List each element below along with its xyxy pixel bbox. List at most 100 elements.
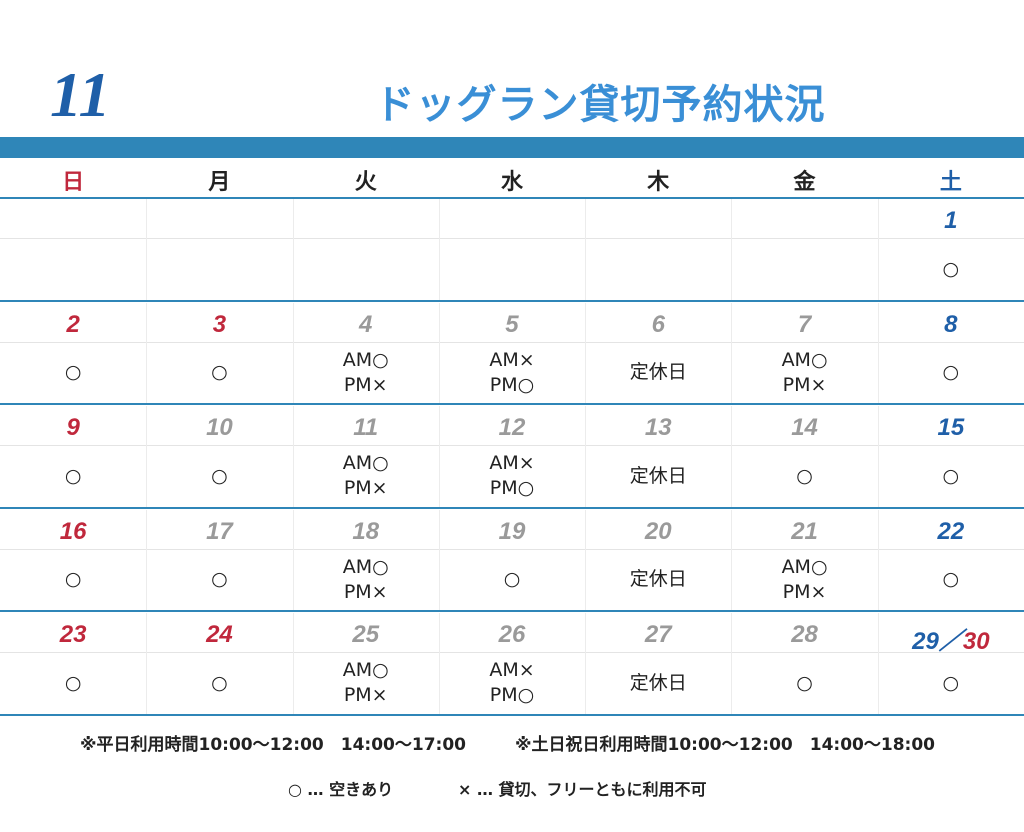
date: 11: [353, 414, 379, 441]
week-rule: [0, 713, 1024, 716]
cell-divider: [877, 406, 879, 507]
cell-divider: [292, 406, 294, 507]
date: 18: [352, 517, 380, 545]
date: 22: [937, 517, 965, 545]
legend-item: ○ … 空きあり: [288, 780, 394, 799]
title: ドッグラン貸切予約状況: [374, 82, 826, 128]
date: 16: [59, 517, 87, 545]
cell-divider: [585, 199, 587, 300]
date: 12: [498, 414, 526, 441]
status: AM○: [781, 555, 828, 578]
cell-divider: [731, 199, 733, 300]
status: AM○: [342, 452, 389, 474]
status: PM×: [782, 580, 827, 603]
cell-divider: [731, 509, 733, 610]
cell-divider: [585, 406, 587, 507]
status: ○: [796, 464, 813, 487]
weekday: 木: [647, 170, 670, 195]
status: ○: [64, 361, 82, 383]
month: 11: [50, 59, 111, 130]
cell-divider: [146, 199, 148, 300]
cell-divider: [292, 509, 294, 610]
cell-divider: [146, 509, 148, 610]
cell-divider: [146, 613, 148, 714]
date-part: 29: [912, 628, 939, 655]
date: 15: [937, 414, 965, 441]
date: 8: [944, 310, 958, 338]
cell-divider: [585, 509, 587, 610]
date-part: 30: [962, 628, 990, 655]
date: 7: [797, 310, 812, 338]
date: 21: [791, 517, 818, 545]
date: 14: [791, 414, 818, 441]
cell-divider: [877, 199, 879, 300]
cell-divider: [731, 613, 733, 714]
status: ○: [64, 464, 82, 487]
cell-divider: [438, 199, 440, 300]
date-divider: [0, 445, 1024, 446]
status: ○: [64, 671, 82, 694]
cell-divider: [438, 509, 440, 610]
legend-item: × … 貸切、フリーともに利用不可: [458, 780, 707, 799]
date-divider: [0, 548, 1024, 550]
status: ○: [64, 568, 82, 590]
date: 29／30: [878, 621, 1024, 656]
weekday: 日: [62, 170, 85, 195]
header-band: [0, 137, 1024, 158]
date: 4: [359, 310, 373, 338]
status: PM○: [489, 477, 535, 499]
date: 26: [498, 621, 526, 648]
weekday: 水: [500, 170, 523, 195]
date: 24: [206, 621, 233, 648]
status: 定休日: [629, 568, 687, 590]
date: 10: [206, 414, 233, 441]
status: 定休日: [629, 361, 687, 383]
date: 25: [352, 621, 380, 648]
status: AM×: [489, 452, 535, 474]
cell-divider: [877, 613, 879, 714]
status: ○: [796, 671, 813, 694]
status: ○: [211, 568, 228, 590]
cell-divider: [877, 302, 879, 403]
rule: [0, 197, 1024, 199]
date: 20: [644, 517, 672, 545]
cell-divider: [585, 613, 587, 714]
date-divider: [0, 652, 1024, 653]
status: AM×: [489, 659, 535, 681]
status: AM○: [342, 659, 389, 681]
date: 13: [644, 414, 672, 441]
status: ○: [503, 568, 521, 590]
cell-divider: [731, 406, 733, 507]
date: 28: [791, 621, 818, 648]
date: 6: [651, 310, 665, 338]
status: ○: [211, 464, 228, 487]
cell-divider: [146, 302, 148, 403]
note: ※平日利用時間10:00～12:00 14:00～17:00: [80, 735, 466, 755]
status: PM×: [343, 477, 388, 499]
status: 定休日: [629, 671, 687, 694]
date: 19: [498, 517, 526, 545]
status: AM×: [489, 348, 535, 371]
date: 5: [505, 310, 519, 338]
date: 27: [644, 621, 672, 648]
cell-divider: [292, 302, 294, 403]
status: PM×: [343, 684, 388, 706]
date: 1: [944, 207, 958, 234]
status: AM○: [781, 348, 828, 371]
status: PM○: [489, 373, 535, 396]
cell-divider: [292, 199, 294, 300]
cell-divider: [877, 509, 879, 610]
status: AM○: [342, 555, 389, 578]
cell-divider: [731, 302, 733, 403]
date-divider: [0, 341, 1024, 343]
date: 9: [66, 414, 80, 441]
week-rule: [0, 299, 1024, 302]
date: 2: [66, 310, 80, 338]
week-rule: [0, 403, 1024, 405]
cell-divider: [438, 302, 440, 403]
date: 17: [206, 517, 233, 545]
date: 3: [212, 310, 227, 338]
date-divider: [0, 238, 1024, 239]
status: ○: [942, 671, 960, 694]
status: ○: [942, 568, 960, 590]
